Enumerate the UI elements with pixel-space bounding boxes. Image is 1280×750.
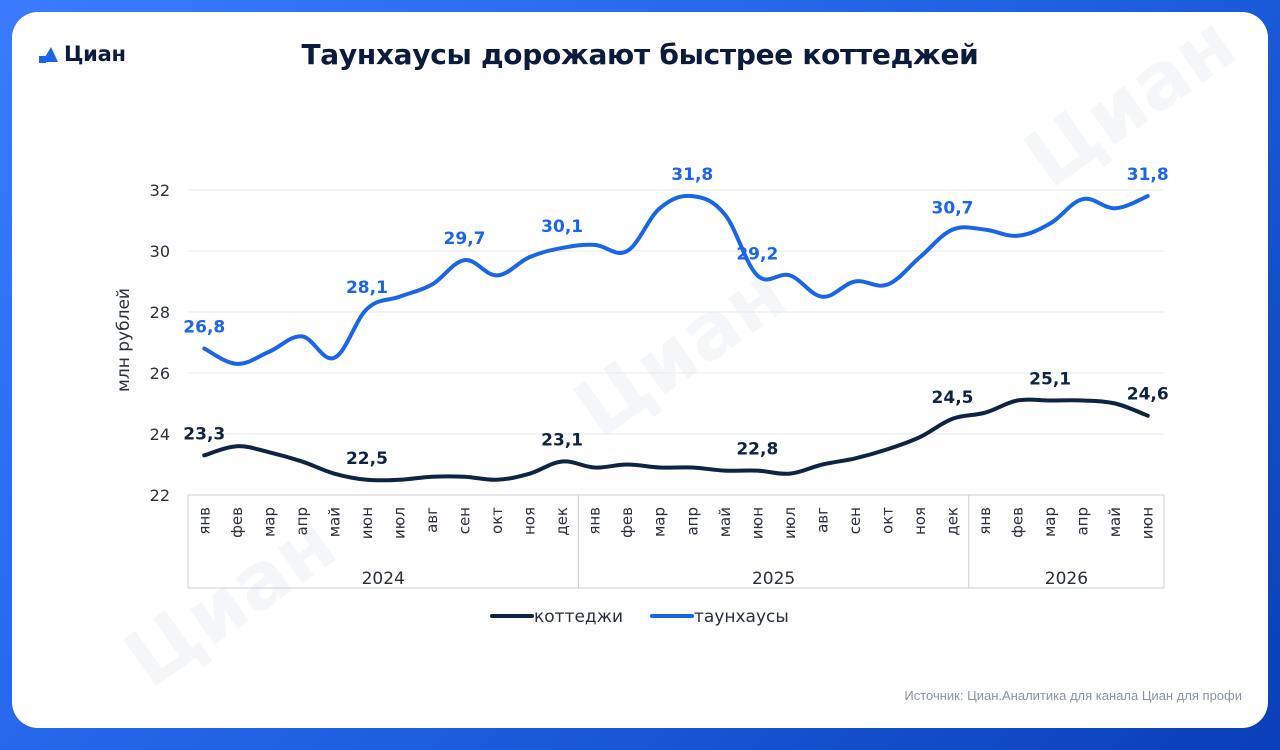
y-axis: 22 24 26 28 30 32 bbox=[150, 181, 170, 505]
logo-text: Циан bbox=[64, 42, 126, 66]
x-tick-label: янв bbox=[195, 507, 213, 535]
x-tick-label: июн bbox=[358, 507, 376, 539]
y-tick-label: 22 bbox=[150, 486, 170, 505]
x-tick-label: фев bbox=[1009, 507, 1027, 538]
series-line-townhouses bbox=[202, 193, 1150, 366]
data-label: 30,1 bbox=[541, 217, 583, 237]
x-tick-label: май bbox=[325, 507, 343, 537]
x-tick-label: дек bbox=[553, 507, 571, 536]
data-label: 28,1 bbox=[346, 278, 388, 298]
data-label: 23,1 bbox=[541, 430, 583, 450]
data-label: 25,1 bbox=[1029, 369, 1071, 389]
data-label: 31,8 bbox=[1127, 165, 1169, 185]
data-label: 24,6 bbox=[1127, 385, 1169, 405]
x-tick-label: июл bbox=[781, 507, 799, 539]
x-tick-label: янв bbox=[586, 507, 604, 535]
legend-label: коттеджи bbox=[534, 607, 623, 627]
year-label: 2026 bbox=[1045, 569, 1088, 589]
data-label: 22,8 bbox=[736, 440, 778, 460]
y-tick-label: 28 bbox=[150, 303, 170, 322]
x-tick-label: мар bbox=[1041, 507, 1059, 537]
x-tick-label: фев bbox=[618, 507, 636, 538]
series bbox=[202, 193, 1150, 483]
x-tick-label: мар bbox=[260, 507, 278, 537]
data-label: 29,2 bbox=[736, 244, 778, 264]
legend: коттеджи таунхаусы bbox=[490, 607, 789, 627]
y-tick-label: 24 bbox=[150, 425, 170, 444]
data-label: 23,3 bbox=[183, 424, 225, 444]
series-line-cottages bbox=[202, 397, 1150, 483]
x-tick-label: авг bbox=[813, 507, 831, 533]
x-tick-label: фев bbox=[228, 507, 246, 538]
x-tick-label: апр bbox=[1074, 507, 1092, 536]
year-label: 2025 bbox=[752, 569, 795, 589]
data-label: 29,7 bbox=[444, 229, 486, 249]
cian-logo[interactable]: Циан bbox=[38, 42, 126, 66]
x-tick-label: июн bbox=[748, 507, 766, 539]
x-tick-label: окт bbox=[488, 507, 506, 534]
y-axis-label: млн рублей bbox=[114, 288, 134, 392]
x-tick-label: апр bbox=[683, 507, 701, 536]
chart-card: Циан Таунхаусы дорожают быстрее коттедже… bbox=[12, 12, 1268, 728]
page-title: Таунхаусы дорожают быстрее коттеджей bbox=[301, 38, 979, 71]
x-axis: янв фев мар апр май июн июл авг сен окт ноя дек янв ф… bbox=[187, 494, 1165, 589]
x-tick-label: ноя bbox=[521, 507, 539, 535]
x-tick-label: июн bbox=[1139, 507, 1157, 539]
x-tick-label: июл bbox=[390, 507, 408, 539]
x-tick-label: окт bbox=[878, 507, 896, 534]
year-label: 2024 bbox=[362, 569, 405, 589]
x-tick-label: май bbox=[1106, 507, 1124, 537]
data-label: 26,8 bbox=[183, 318, 225, 338]
x-tick-label: дек bbox=[944, 507, 962, 536]
y-tick-label: 32 bbox=[150, 181, 170, 200]
x-tick-label: ноя bbox=[911, 507, 929, 535]
x-tick-label: май bbox=[716, 507, 734, 537]
cian-house-icon bbox=[39, 47, 58, 63]
x-tick-label: сен bbox=[846, 507, 864, 534]
data-label: 30,7 bbox=[932, 199, 974, 219]
data-label: 24,5 bbox=[932, 388, 974, 408]
x-tick-label: янв bbox=[976, 507, 994, 535]
x-tick-label: апр bbox=[293, 507, 311, 536]
y-tick-label: 30 bbox=[150, 242, 170, 261]
x-tick-label: авг bbox=[423, 507, 441, 533]
watermark: ЦианЦианЦиан bbox=[109, 0, 1252, 706]
data-label: 22,5 bbox=[346, 449, 388, 469]
x-tick-label: сен bbox=[456, 507, 474, 534]
data-labels: 23,3 22,5 23,1 22,8 24,5 25,1 24,6 26,8 28,1 29,7… bbox=[183, 165, 1168, 469]
legend-label: таунхаусы bbox=[694, 607, 789, 627]
source-note: Источник: Циан.Аналитика для канала Циан… bbox=[904, 688, 1242, 703]
x-tick-label: мар bbox=[651, 507, 669, 537]
data-label: 31,8 bbox=[671, 165, 713, 185]
y-tick-label: 26 bbox=[150, 364, 170, 383]
